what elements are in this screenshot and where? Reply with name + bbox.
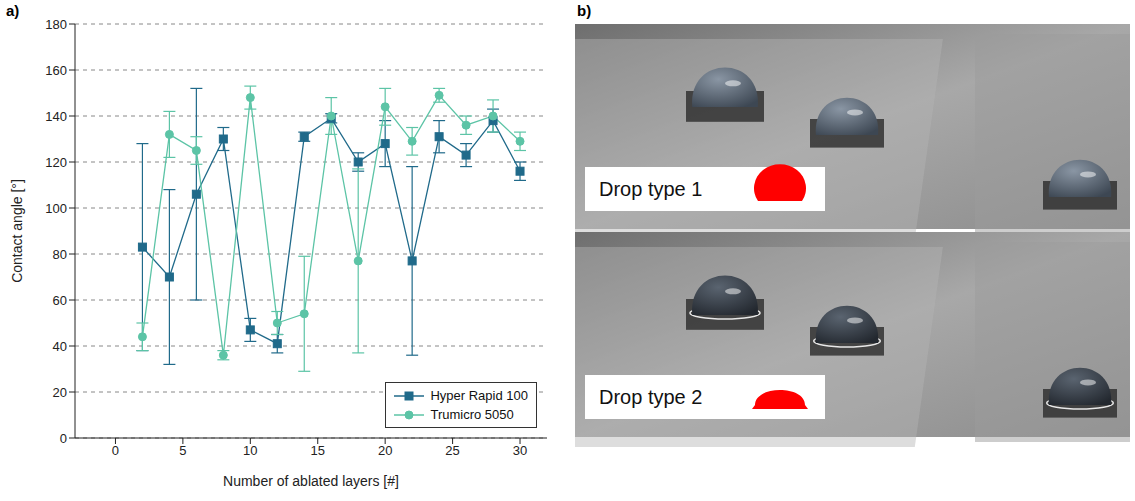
svg-text:100: 100 (45, 201, 67, 216)
svg-text:5: 5 (179, 443, 186, 458)
svg-text:180: 180 (45, 17, 67, 32)
html-text:Trumicro 5050: Trumicro 5050 (430, 407, 514, 422)
svg-text:0: 0 (112, 443, 119, 458)
html-text:b): b) (577, 2, 592, 19)
svg-text:Contact angle [°]: Contact angle [°] (9, 179, 25, 283)
svg-text:Number of ablated layers [#]: Number of ablated layers [#] (223, 473, 399, 489)
svg-text:Drop type 2: Drop type 2 (599, 386, 702, 408)
svg-text:30: 30 (513, 443, 527, 458)
svg-text:10: 10 (243, 443, 257, 458)
svg-text:140: 140 (45, 109, 67, 124)
svg-text:15: 15 (311, 443, 325, 458)
svg-text:25: 25 (445, 443, 459, 458)
svg-text:120: 120 (45, 155, 67, 170)
html-text:Hyper Rapid 100: Hyper Rapid 100 (430, 388, 528, 403)
svg-text:20: 20 (378, 443, 392, 458)
html-text:a): a) (6, 2, 20, 19)
svg-text:40: 40 (53, 339, 67, 354)
svg-text:60: 60 (53, 293, 67, 308)
svg-text:0: 0 (60, 431, 67, 446)
svg-text:80: 80 (53, 247, 67, 262)
svg-text:Drop type 1: Drop type 1 (599, 178, 702, 200)
svg-text:20: 20 (53, 385, 67, 400)
svg-text:160: 160 (45, 63, 67, 78)
